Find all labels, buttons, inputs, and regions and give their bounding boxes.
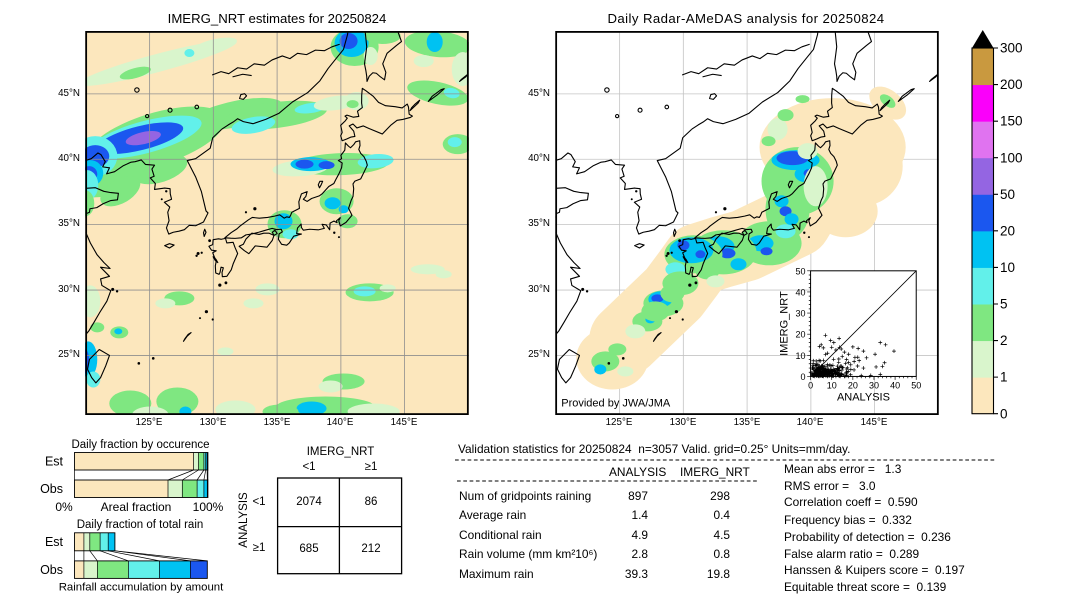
svg-text:IMERG_NRT: IMERG_NRT	[779, 291, 791, 356]
svg-text:30: 30	[796, 309, 806, 319]
svg-text:5: 5	[1000, 297, 1008, 312]
svg-text:10: 10	[827, 380, 837, 390]
svg-text:10: 10	[1000, 260, 1015, 275]
svg-text:Obs: Obs	[40, 563, 63, 577]
svg-text:Rainfall accumulation by amoun: Rainfall accumulation by amount	[59, 582, 224, 594]
svg-text:50: 50	[796, 266, 806, 276]
svg-text:ANALYSIS: ANALYSIS	[238, 492, 250, 548]
svg-text:0: 0	[801, 372, 806, 382]
svg-text:2: 2	[1000, 333, 1008, 348]
svg-text:200: 200	[1000, 77, 1023, 92]
svg-text:20: 20	[796, 330, 806, 340]
svg-text:30: 30	[869, 380, 879, 390]
svg-text:Daily fraction by occurence: Daily fraction by occurence	[71, 439, 209, 451]
svg-text:150: 150	[1000, 114, 1023, 129]
svg-text:100%: 100%	[193, 500, 224, 514]
svg-text:Daily fraction of total rain: Daily fraction of total rain	[77, 519, 204, 531]
svg-text:0%: 0%	[55, 500, 73, 514]
svg-text:100: 100	[1000, 150, 1023, 165]
svg-text:0: 0	[1000, 406, 1008, 421]
svg-text:Provided by JWA/JMA: Provided by JWA/JMA	[561, 397, 671, 409]
svg-text:300: 300	[1000, 41, 1023, 56]
svg-text:Areal fraction: Areal fraction	[101, 500, 172, 514]
svg-text:40: 40	[796, 287, 806, 297]
svg-text:0: 0	[808, 380, 813, 390]
svg-text:10: 10	[796, 351, 806, 361]
svg-text:Est: Est	[45, 455, 64, 469]
svg-text:50: 50	[911, 380, 921, 390]
svg-text:40: 40	[890, 380, 900, 390]
svg-text:20: 20	[848, 380, 858, 390]
svg-text:50: 50	[1000, 187, 1015, 202]
svg-text:Obs: Obs	[40, 482, 63, 496]
svg-text:ANALYSIS: ANALYSIS	[837, 391, 890, 403]
svg-text:20: 20	[1000, 223, 1015, 238]
svg-text:Est: Est	[45, 535, 64, 549]
svg-text:1: 1	[1000, 370, 1008, 385]
